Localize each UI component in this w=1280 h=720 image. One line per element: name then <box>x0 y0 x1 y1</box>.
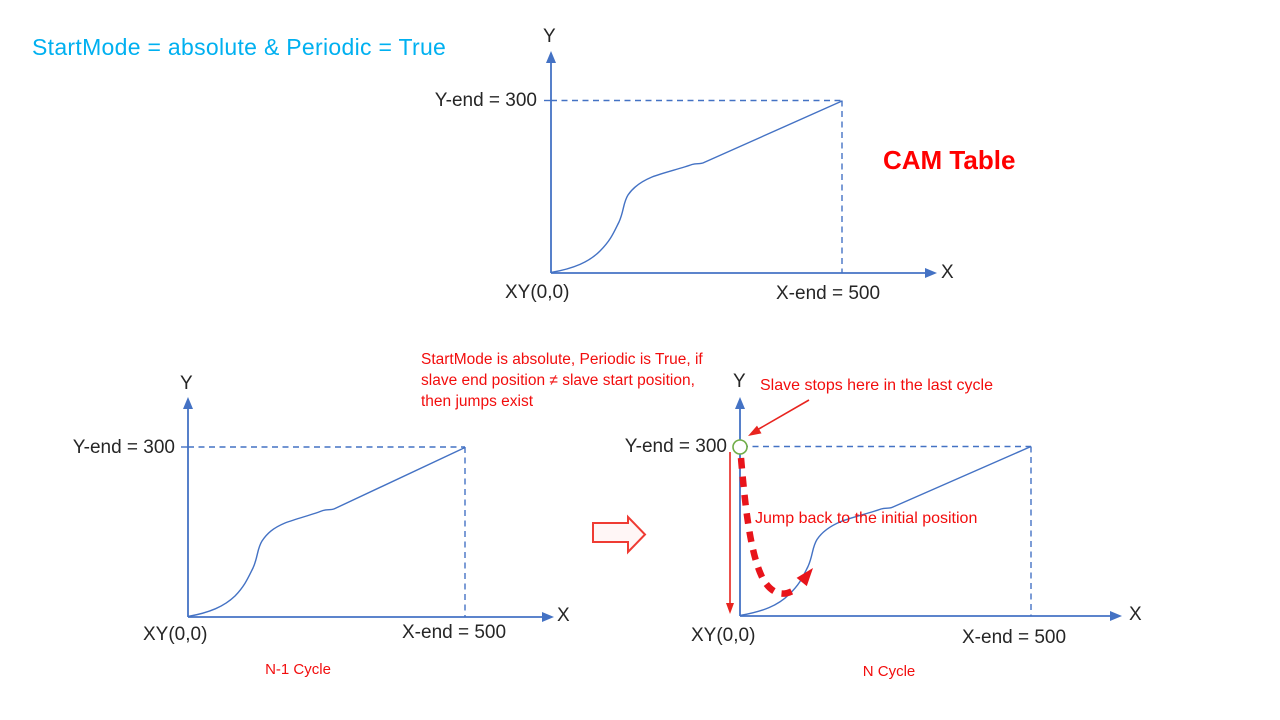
n-curve <box>739 445 1032 617</box>
jump-condition-note-line1: StartMode is absolute, Periodic is True,… <box>421 351 703 368</box>
n-chart-annotations <box>726 399 813 614</box>
stop-pointer-arrow-icon <box>748 425 762 436</box>
n-origin-label: XY(0,0) <box>691 625 756 646</box>
drop-line-arrow-icon <box>726 603 734 614</box>
nm1-cycle-label: N-1 Cycle <box>265 661 331 678</box>
nm1-curve <box>187 446 466 618</box>
cam-x-axis-arrow-icon <box>925 268 937 278</box>
cam-y-axis-letter: Y <box>543 26 556 47</box>
end-position-circle-icon <box>732 439 748 455</box>
jump-condition-note-line3: then jumps exist <box>421 393 533 410</box>
cam-table-title: CAM Table <box>883 145 1016 175</box>
jump-back-note: Jump back to the initial position <box>755 510 978 527</box>
n-yend-label: Y-end = 300 <box>624 436 727 457</box>
cam-yend-label: Y-end = 300 <box>434 90 537 111</box>
nm1-y-axis-arrow-icon <box>183 397 193 409</box>
nm1-origin-label: XY(0,0) <box>143 624 208 645</box>
nm1-xend-label: X-end = 500 <box>402 622 507 643</box>
n-minus-1-chart <box>181 397 554 622</box>
jump-back-dashed-curve <box>737 457 800 597</box>
nm1-y-axis-letter: Y <box>180 373 193 394</box>
stop-pointer-line <box>756 399 810 431</box>
n-xend-label: X-end = 500 <box>962 627 1067 648</box>
cam-x-axis-letter: X <box>941 262 954 283</box>
slave-stop-note: Slave stops here in the last cycle <box>760 377 994 394</box>
cam-y-axis-arrow-icon <box>546 51 556 63</box>
jump-back-arrowhead-icon <box>796 568 813 587</box>
jump-condition-note: StartMode is absolute, Periodic is True,… <box>421 349 703 412</box>
nm1-x-axis-letter: X <box>557 605 570 626</box>
transition-block-arrow-icon <box>592 514 647 555</box>
slide-title: StartMode = absolute & Periodic = True <box>32 34 447 60</box>
cam-chart <box>544 51 937 278</box>
cam-xend-label: X-end = 500 <box>776 283 881 304</box>
nm1-yend-label: Y-end = 300 <box>72 437 175 458</box>
n-x-axis-letter: X <box>1129 604 1142 625</box>
nm1-x-axis-arrow-icon <box>542 612 554 622</box>
n-x-axis-arrow-icon <box>1110 611 1122 621</box>
cam-curve <box>550 100 843 274</box>
n-chart <box>735 397 1122 621</box>
cam-origin-label: XY(0,0) <box>505 282 570 303</box>
n-y-axis-arrow-icon <box>735 397 745 409</box>
jump-condition-note-line2: slave end position ≠ slave start positio… <box>421 372 695 389</box>
n-cycle-label: N Cycle <box>862 663 916 680</box>
n-y-axis-letter: Y <box>733 371 746 392</box>
